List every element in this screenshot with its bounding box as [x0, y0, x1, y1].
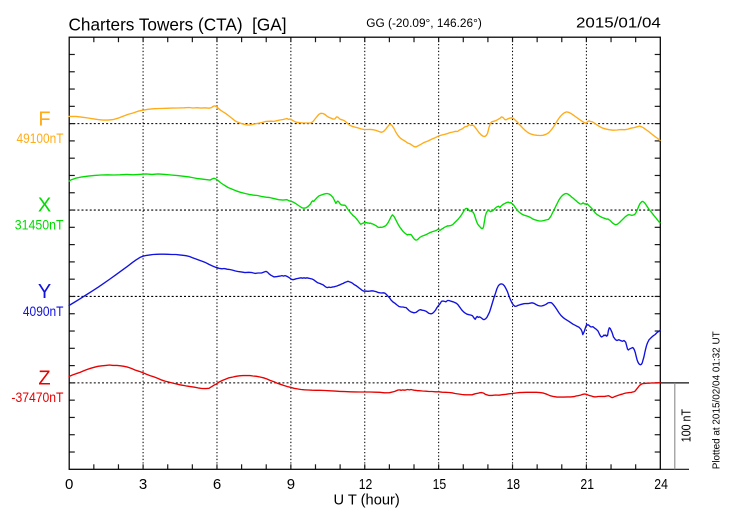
svg-text:100 nT: 100 nT	[680, 409, 694, 443]
svg-text:-37470nT: -37470nT	[11, 390, 64, 405]
svg-text:21: 21	[580, 476, 594, 493]
svg-text:15: 15	[433, 476, 447, 493]
svg-text:F: F	[38, 108, 50, 130]
svg-text:Y: Y	[38, 281, 51, 303]
svg-text:GG (-20.09°, 146.26°): GG (-20.09°, 146.26°)	[366, 16, 482, 30]
svg-text:9: 9	[287, 476, 295, 493]
svg-text:4090nT: 4090nT	[23, 304, 64, 319]
svg-text:3: 3	[139, 476, 147, 493]
svg-text:49100nT: 49100nT	[17, 131, 64, 146]
svg-text:12: 12	[359, 476, 373, 493]
svg-text:18: 18	[507, 476, 521, 493]
svg-text:Charters Towers (CTA) [GA]: Charters Towers (CTA) [GA]	[69, 15, 287, 35]
svg-text:0: 0	[65, 476, 73, 493]
svg-text:31450nT: 31450nT	[15, 217, 64, 232]
svg-text:2015/01/04: 2015/01/04	[576, 15, 661, 32]
svg-text:24: 24	[654, 476, 668, 493]
svg-text:Plotted at 2015/02/04 01:32 UT: Plotted at 2015/02/04 01:32 UT	[712, 331, 723, 469]
svg-text:6: 6	[213, 476, 221, 493]
svg-text:X: X	[38, 195, 51, 217]
svg-text:U T (hour): U T (hour)	[334, 492, 400, 509]
svg-text:Z: Z	[38, 368, 50, 390]
